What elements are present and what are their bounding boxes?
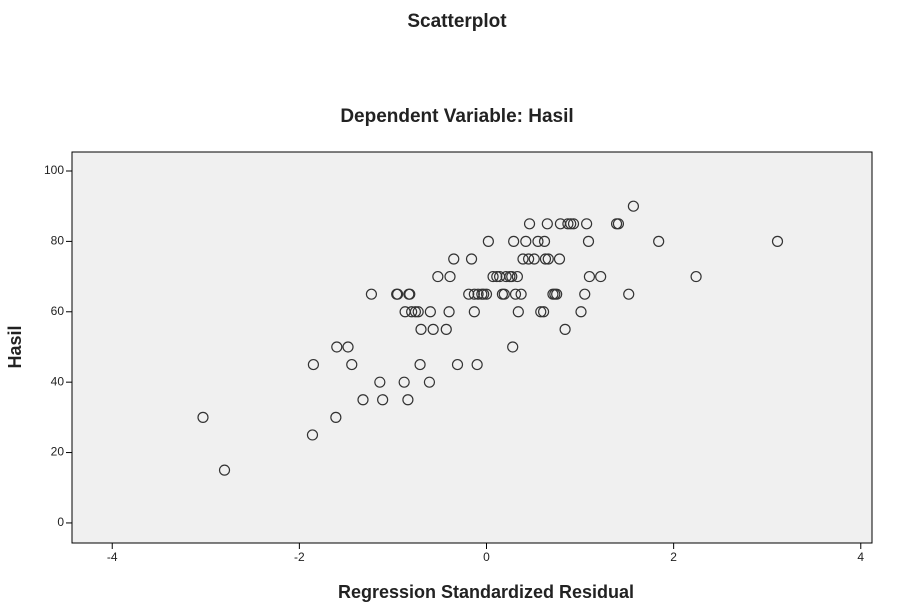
point — [480, 288, 493, 300]
point — [491, 270, 503, 283]
point — [500, 270, 512, 283]
point — [583, 270, 596, 283]
point — [478, 288, 490, 300]
x-tick-label: -2 — [294, 550, 305, 564]
point — [342, 341, 354, 353]
point — [523, 218, 536, 230]
y-tick-label: 20 — [51, 445, 65, 459]
point — [535, 306, 547, 318]
point — [307, 358, 320, 371]
point — [414, 358, 426, 371]
plot-area — [71, 151, 873, 544]
y-tick-label: 40 — [51, 374, 65, 388]
point — [392, 288, 404, 300]
point — [508, 235, 520, 247]
point — [771, 235, 784, 247]
point — [330, 411, 342, 423]
x-tick-label: 4 — [857, 550, 864, 564]
point — [218, 464, 231, 476]
point — [377, 394, 389, 406]
y-tick-label: 60 — [51, 304, 65, 318]
point — [197, 411, 209, 423]
point — [448, 253, 460, 265]
point — [567, 218, 580, 230]
point — [565, 218, 577, 230]
x-axis-label: Regression Standardized Residual — [338, 582, 634, 602]
point — [432, 270, 444, 283]
point — [498, 288, 510, 300]
point — [412, 306, 424, 318]
point — [507, 341, 519, 353]
point — [653, 235, 665, 247]
point — [374, 376, 386, 388]
point — [541, 218, 553, 230]
point — [553, 253, 566, 265]
x-tick-label: 2 — [670, 550, 677, 564]
point — [532, 235, 544, 247]
point — [440, 323, 452, 335]
point — [424, 306, 436, 318]
point — [581, 218, 593, 230]
point — [539, 253, 552, 265]
point — [520, 235, 532, 247]
point — [515, 288, 527, 300]
point — [463, 288, 475, 300]
point — [404, 288, 416, 300]
point — [506, 270, 518, 283]
point — [559, 323, 571, 335]
point — [528, 253, 540, 265]
point — [538, 235, 551, 247]
point — [582, 235, 595, 247]
point — [468, 288, 480, 300]
y-tick-label: 0 — [57, 515, 64, 529]
point — [562, 218, 574, 230]
point — [487, 270, 499, 283]
point — [465, 253, 478, 265]
x-tick-label: 0 — [483, 550, 490, 564]
point — [423, 376, 436, 388]
x-tick-label: -4 — [107, 550, 118, 564]
point — [511, 270, 523, 283]
point — [595, 270, 607, 283]
chart-subtitle: Dependent Variable: Hasil — [340, 106, 573, 127]
point — [444, 270, 456, 283]
point — [523, 253, 535, 265]
chart-title: Scatterplot — [407, 11, 507, 32]
point — [512, 306, 524, 318]
point — [346, 358, 358, 371]
point — [306, 429, 319, 441]
point — [427, 323, 439, 335]
point — [537, 306, 550, 318]
point — [542, 253, 554, 265]
point — [415, 323, 427, 335]
point — [398, 376, 410, 388]
point — [579, 288, 591, 300]
point — [623, 288, 635, 300]
point — [468, 306, 480, 318]
point — [612, 218, 625, 230]
point — [443, 306, 455, 318]
point — [409, 306, 421, 318]
point — [402, 394, 414, 406]
point — [451, 358, 464, 371]
point — [575, 306, 587, 318]
point — [365, 288, 378, 300]
point — [471, 358, 483, 371]
point — [509, 288, 522, 300]
y-axis-label: Hasil — [5, 325, 25, 368]
point — [551, 288, 563, 300]
point — [331, 341, 343, 353]
y-tick-label: 80 — [51, 234, 65, 248]
y-tick-label: 100 — [44, 163, 64, 177]
point — [690, 270, 702, 283]
point — [406, 306, 418, 318]
point — [517, 253, 529, 265]
point — [472, 288, 484, 300]
point — [482, 235, 494, 247]
point — [627, 200, 640, 212]
point — [357, 394, 369, 406]
